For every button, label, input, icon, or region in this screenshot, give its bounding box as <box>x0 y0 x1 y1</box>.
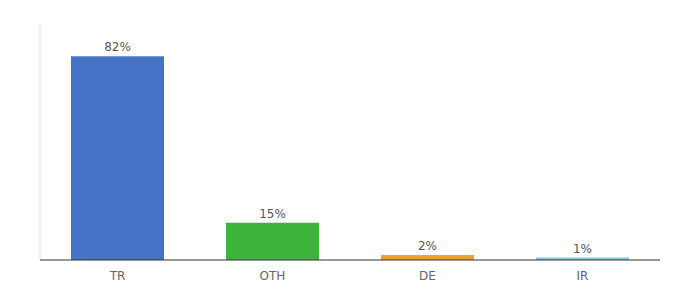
bars <box>71 56 629 260</box>
bar <box>226 223 319 260</box>
bar <box>381 255 474 260</box>
y-axis-line <box>40 24 41 260</box>
x-axis-line <box>40 260 660 261</box>
data-label: 2% <box>418 239 437 253</box>
chart-svg: 82% 15% 2% 1% TR OTH DE IR <box>0 0 680 300</box>
x-tick-label: DE <box>419 269 436 283</box>
chart-container: 82% 15% 2% 1% TR OTH DE IR <box>0 0 680 300</box>
data-label: 1% <box>573 242 592 256</box>
x-tick-label: OTH <box>260 269 286 283</box>
x-tick-label: IR <box>577 269 589 283</box>
bar <box>71 56 164 260</box>
x-tick-label: TR <box>109 269 126 283</box>
data-label: 15% <box>259 207 286 221</box>
data-label: 82% <box>104 40 131 54</box>
